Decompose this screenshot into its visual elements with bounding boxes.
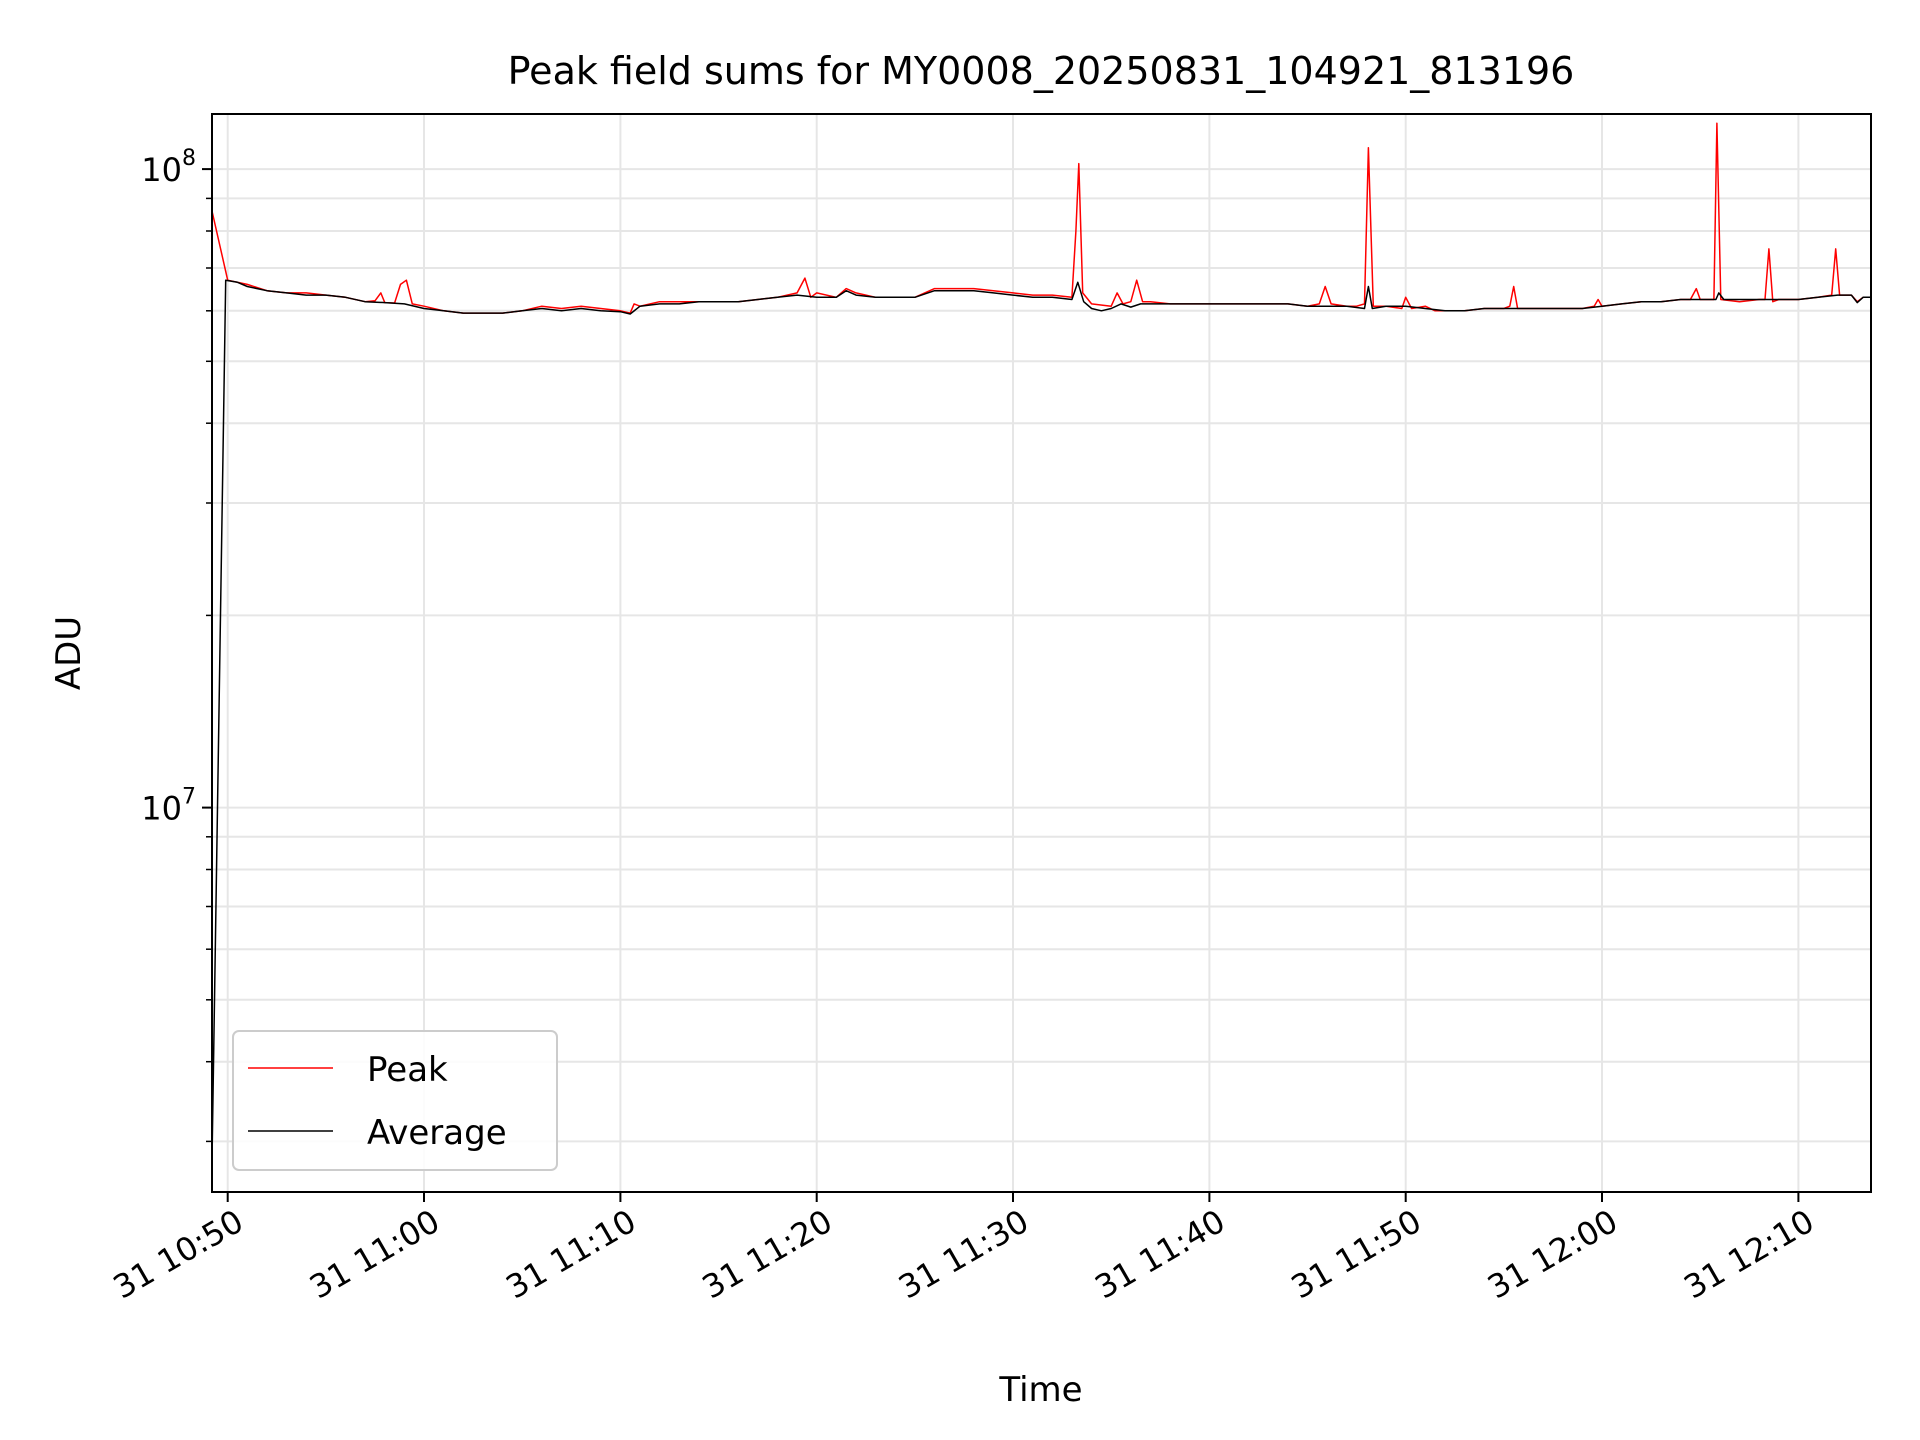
series-layer <box>211 122 1871 1161</box>
plot-frame <box>211 113 1872 1193</box>
legend: Peak Average <box>232 1030 558 1171</box>
y-minor-gridlines <box>212 197 1871 1143</box>
legend-label-average: Average <box>367 1113 507 1153</box>
plot-background <box>212 114 1871 1192</box>
series-line-average <box>211 279 1871 1161</box>
legend-label-peak: Peak <box>367 1050 448 1090</box>
y-axis-label: ADU <box>49 616 89 690</box>
x-axis-label: Time <box>998 1370 1082 1410</box>
y-major-gridlines <box>212 168 1871 809</box>
chart-title: Peak field sums for MY0008_20250831_1049… <box>508 49 1575 93</box>
legend-box <box>232 1030 558 1171</box>
plot-area <box>211 113 1872 1193</box>
